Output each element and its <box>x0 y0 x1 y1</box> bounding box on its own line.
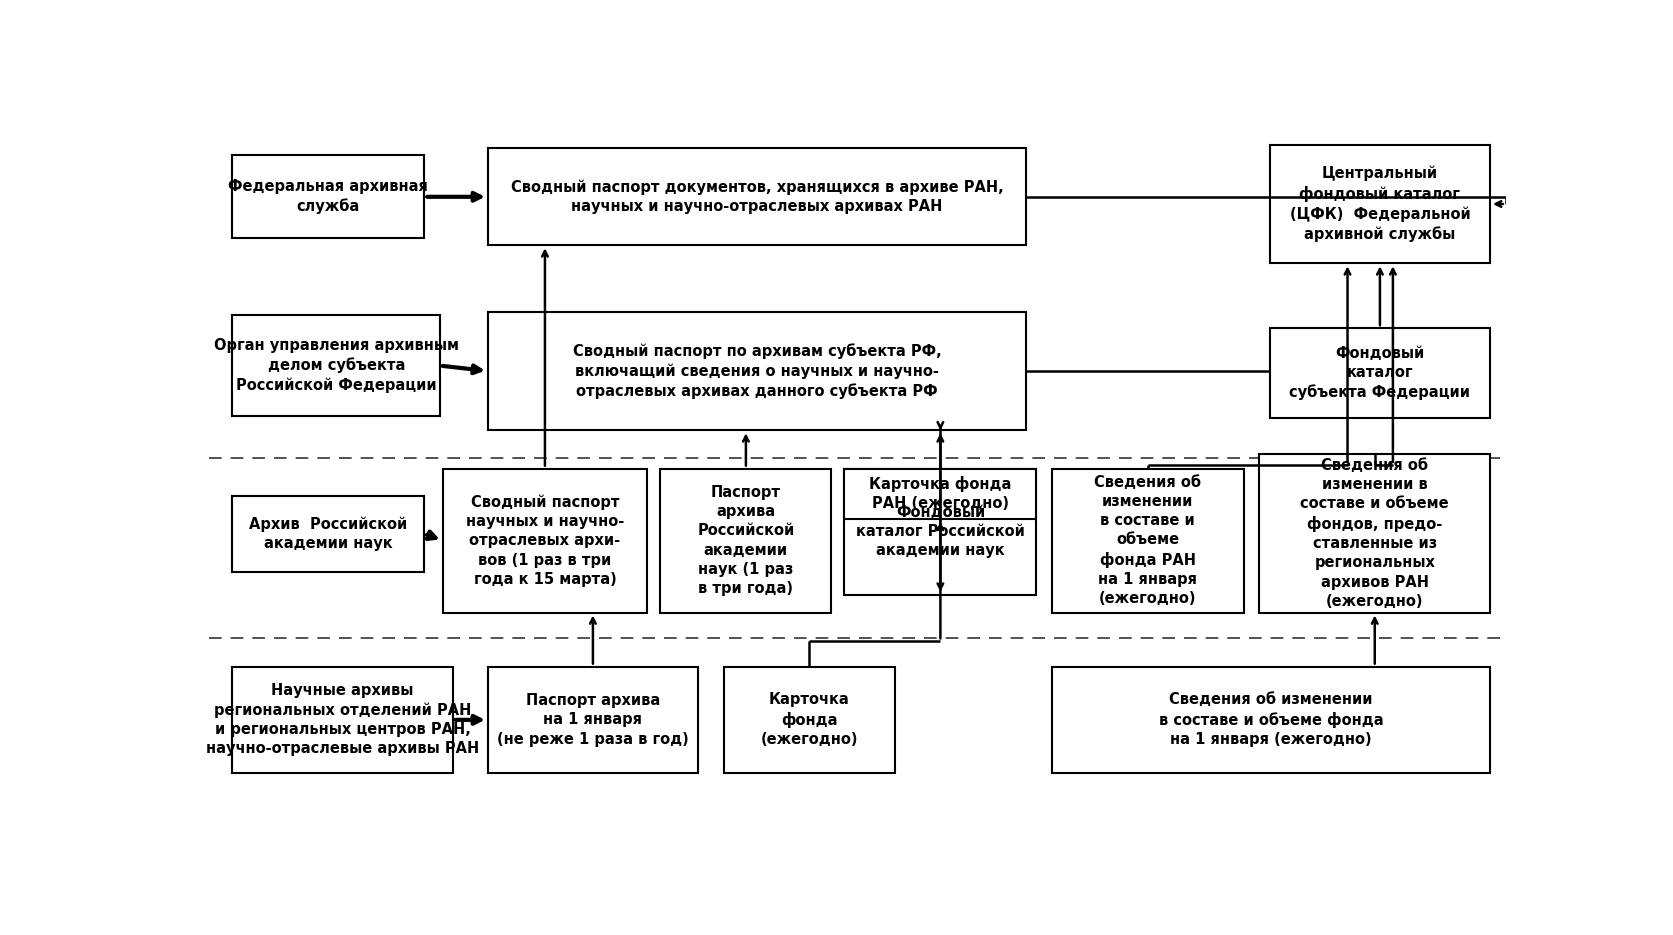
Text: Сводный паспорт по архивам субъекта РФ,
включащий сведения о научных и научно-
о: Сводный паспорт по архивам субъекта РФ, … <box>572 343 942 399</box>
FancyBboxPatch shape <box>489 311 1026 430</box>
Text: Фондовый
каталог Российской
академии наук: Фондовый каталог Российской академии нау… <box>857 505 1026 558</box>
FancyBboxPatch shape <box>1270 145 1491 264</box>
FancyBboxPatch shape <box>1270 328 1491 418</box>
Text: Научные архивы
региональных отделений РАН
и региональных центров РАН,
научно-отр: Научные архивы региональных отделений РА… <box>206 683 478 756</box>
Text: Фондовый
каталог
субъекта Федерации: Фондовый каталог субъекта Федерации <box>1290 346 1471 400</box>
Text: Сведения об
изменении
в составе и
объеме
фонда РАН
на 1 января
(ежегодно): Сведения об изменении в составе и объеме… <box>1094 475 1201 606</box>
FancyBboxPatch shape <box>442 468 647 612</box>
FancyBboxPatch shape <box>724 667 895 773</box>
Text: Орган управления архивным
делом субъекта
Российской Федерации: Орган управления архивным делом субъекта… <box>214 338 458 393</box>
Text: Карточка
фонда
(ежегодно): Карточка фонда (ежегодно) <box>761 693 858 747</box>
Text: Паспорт
архива
Российской
академии
наук (1 раз
в три года): Паспорт архива Российской академии наук … <box>698 485 795 597</box>
FancyBboxPatch shape <box>233 667 453 773</box>
FancyBboxPatch shape <box>233 496 425 571</box>
Text: Центральный
фондовый каталог
(ЦФК)  Федеральной
архивной службы: Центральный фондовый каталог (ЦФК) Федер… <box>1290 165 1471 242</box>
FancyBboxPatch shape <box>1052 667 1491 773</box>
FancyBboxPatch shape <box>1052 468 1243 612</box>
Text: Паспорт архива
на 1 января
(не реже 1 раза в год): Паспорт архива на 1 января (не реже 1 ра… <box>497 693 689 746</box>
Text: Сводный паспорт
научных и научно-
отраслевых архи-
вов (1 раз в три
года к 15 ма: Сводный паспорт научных и научно- отрасл… <box>465 495 624 587</box>
Text: Архив  Российской
академии наук: Архив Российской академии наук <box>249 516 408 551</box>
FancyBboxPatch shape <box>1260 454 1491 612</box>
Text: Федеральная архивная
служба: Федеральная архивная служба <box>229 180 428 214</box>
FancyBboxPatch shape <box>233 315 440 416</box>
Text: Сводный паспорт документов, хранящихся в архиве РАН,
научных и научно-отраслевых: Сводный паспорт документов, хранящихся в… <box>510 180 1004 214</box>
FancyBboxPatch shape <box>661 468 831 612</box>
Text: Сведения об
изменении в
составе и объеме
фондов, предо-
ставленные из
региональн: Сведения об изменении в составе и объеме… <box>1300 458 1449 609</box>
Text: Сведения об изменении
в составе и объеме фонда
на 1 января (ежегодно): Сведения об изменении в составе и объеме… <box>1159 693 1384 747</box>
FancyBboxPatch shape <box>845 468 1036 519</box>
FancyBboxPatch shape <box>233 155 425 238</box>
FancyBboxPatch shape <box>489 667 698 773</box>
FancyBboxPatch shape <box>845 468 1036 595</box>
Text: Карточка фонда
РАН (ежегодно): Карточка фонда РАН (ежегодно) <box>870 476 1012 511</box>
FancyBboxPatch shape <box>489 149 1026 245</box>
